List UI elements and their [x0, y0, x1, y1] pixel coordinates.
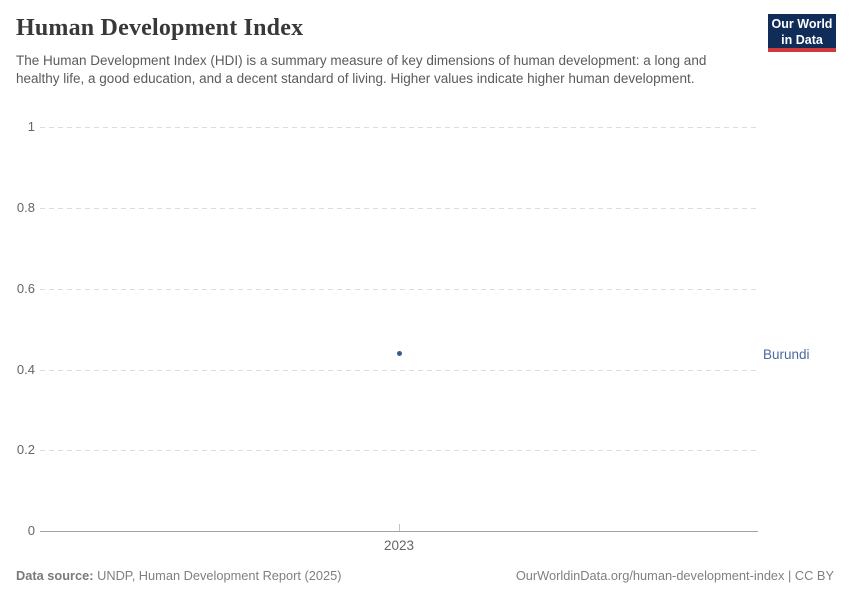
data-source-value: UNDP, Human Development Report (2025) — [93, 568, 342, 583]
gridline-0-8 — [40, 208, 758, 209]
data-source-note: Data source: UNDP, Human Development Rep… — [16, 568, 342, 583]
x-axis-line — [40, 531, 758, 532]
y-axis-tick-label: 0.4 — [16, 362, 35, 377]
x-axis-tick-label: 2023 — [383, 538, 415, 553]
gridline-0-2 — [40, 450, 758, 451]
entity-label-burundi[interactable]: Burundi — [763, 347, 810, 362]
owid-url-license-link[interactable]: OurWorldinData.org/human-development-ind… — [515, 568, 834, 583]
chart-subtitle: The Human Development Index (HDI) is a s… — [16, 53, 707, 86]
y-axis-tick-label: 0.8 — [16, 200, 35, 215]
gridline-0-4 — [40, 370, 758, 371]
x-axis-tick-mark — [399, 524, 400, 531]
y-axis-tick-label: 0 — [27, 523, 35, 538]
y-axis-tick-label: 0.2 — [16, 442, 35, 457]
gridline-1 — [40, 127, 758, 128]
y-axis-tick-label: 1 — [27, 119, 35, 134]
owid-logo-line2: in Data — [781, 33, 823, 47]
gridline-0-6 — [40, 289, 758, 290]
owid-logo-line1: Our World — [771, 17, 833, 31]
y-axis-tick-label: 0.6 — [16, 281, 35, 296]
chart-footer: Data source: UNDP, Human Development Rep… — [16, 568, 834, 583]
data-point-burundi[interactable] — [397, 351, 402, 356]
data-source-label: Data source: — [16, 568, 94, 583]
page-title: Human Development Index — [16, 15, 304, 41]
owid-logo[interactable]: Our World in Data — [768, 14, 836, 52]
